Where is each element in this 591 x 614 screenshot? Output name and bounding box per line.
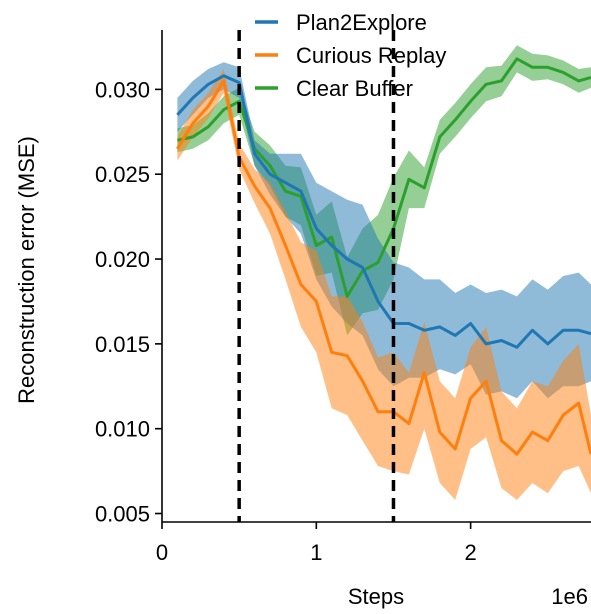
plan2explore-band — [177, 62, 591, 399]
y-axis-label: Reconstruction error (MSE) — [14, 136, 39, 404]
x-tick-label: 0 — [156, 540, 168, 565]
y-tick-label: 0.010 — [95, 417, 150, 442]
plan2explore-line — [176, 74, 591, 349]
axes — [161, 30, 591, 523]
legend-label-plan2explore: Plan2Explore — [296, 10, 427, 35]
y-tick-label: 0.030 — [95, 77, 150, 102]
phase-divider-lines — [237, 30, 396, 522]
x-axis-label: Steps — [348, 584, 404, 609]
series-lines — [176, 57, 591, 456]
y-tick-label: 0.015 — [95, 332, 150, 357]
y-tick-label: 0.020 — [95, 247, 150, 272]
x-axis-ticks: 0 1 2 — [156, 522, 477, 565]
x-tick-label: 1 — [310, 540, 322, 565]
legend-label-curious-replay: Curious Replay — [296, 43, 446, 68]
x-tick-label: 2 — [465, 540, 477, 565]
y-tick-label: 0.025 — [95, 162, 150, 187]
x-axis-offset-text: 1e6 — [551, 584, 588, 609]
legend-label-clear-buffer: Clear Buffer — [296, 76, 413, 101]
y-axis-ticks: 0.005 0.010 0.015 0.020 0.025 0.030 — [95, 77, 162, 527]
y-tick-label: 0.005 — [95, 502, 150, 527]
curious-replay-line — [176, 79, 591, 456]
legend: Plan2Explore Curious Replay Clear Buffer — [255, 10, 446, 101]
